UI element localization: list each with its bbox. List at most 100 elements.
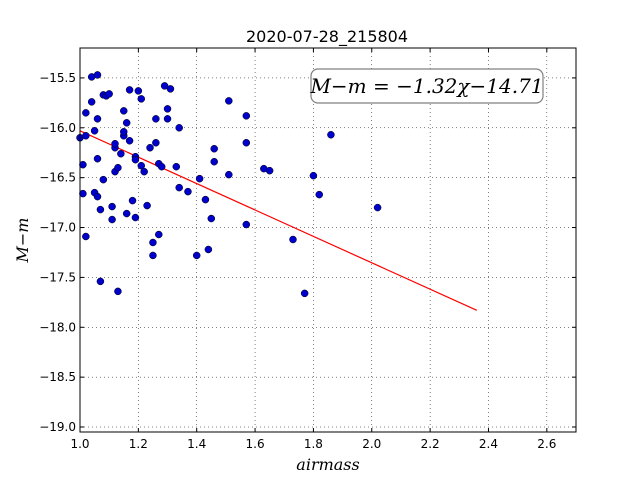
data-point xyxy=(172,162,181,171)
data-point xyxy=(225,170,233,179)
x-tick-label: 2.6 xyxy=(537,437,556,451)
data-point xyxy=(120,128,128,136)
data-point xyxy=(163,105,172,113)
y-tick-label: −15.5 xyxy=(39,71,76,85)
annotation-box xyxy=(310,68,544,104)
data-point xyxy=(79,189,87,198)
data-point xyxy=(149,251,157,260)
data-point xyxy=(108,202,116,211)
data-point xyxy=(134,87,143,95)
chart-title: 2020-07-28_215804 xyxy=(246,27,408,47)
y-tick-label: −16.0 xyxy=(39,121,76,135)
plot-frame xyxy=(79,47,577,433)
data-point xyxy=(207,214,216,223)
x-axis-label: airmass xyxy=(296,455,359,474)
y-tick-label: −19.0 xyxy=(39,420,76,434)
data-point xyxy=(131,155,140,164)
data-point xyxy=(265,166,274,175)
data-point xyxy=(160,82,169,90)
data-point xyxy=(163,115,172,123)
y-axis-label: M−m xyxy=(13,218,32,264)
data-point xyxy=(111,140,119,148)
data-point xyxy=(175,183,183,192)
data-point xyxy=(289,235,297,244)
data-point xyxy=(175,124,183,132)
data-point xyxy=(125,137,134,145)
data-point xyxy=(242,220,251,229)
x-tick-label: 1.2 xyxy=(129,437,148,451)
data-point xyxy=(122,119,131,127)
data-point xyxy=(140,167,148,176)
data-point xyxy=(114,287,122,296)
data-point xyxy=(210,144,218,153)
data-point xyxy=(152,139,160,147)
data-point xyxy=(152,115,160,123)
data-point xyxy=(225,97,233,105)
x-tick-label: 1.8 xyxy=(304,437,323,451)
data-point xyxy=(315,190,323,199)
data-point xyxy=(327,131,335,139)
data-point xyxy=(204,245,213,254)
data-point xyxy=(120,107,128,115)
x-tick-label: 1.4 xyxy=(187,437,206,451)
data-point xyxy=(93,115,102,123)
data-point xyxy=(131,213,140,222)
annotation-text: M−m = −1.32χ−14.71 xyxy=(309,74,543,98)
data-point xyxy=(146,143,154,152)
data-point xyxy=(157,162,166,171)
x-tick-label: 1.0 xyxy=(70,437,89,451)
data-point xyxy=(90,127,99,135)
data-point xyxy=(242,139,251,147)
data-point xyxy=(155,230,163,239)
data-point xyxy=(128,196,137,205)
y-tick-label: −16.5 xyxy=(39,171,76,185)
x-tick-label: 2.4 xyxy=(479,437,498,451)
data-point xyxy=(201,195,210,204)
fit-line-group xyxy=(79,130,478,311)
grid xyxy=(79,48,576,432)
data-point xyxy=(108,215,116,224)
data-point xyxy=(125,86,134,94)
y-tick-label: −18.0 xyxy=(39,320,76,334)
axis-ticks: 1.0 1.2 1.4 1.6 1.8 2.0 2.2 2.4 2.6 −15.5 −16.0 −16… xyxy=(39,48,576,451)
data-point xyxy=(149,238,157,247)
data-point xyxy=(309,171,318,180)
plot-area xyxy=(80,48,576,432)
data-point xyxy=(300,289,309,298)
x-tick-label: 2.2 xyxy=(421,437,440,451)
data-point xyxy=(114,163,122,172)
y-tick-label: −18.5 xyxy=(39,370,76,384)
y-tick-label: −17.5 xyxy=(39,270,76,284)
fit-line xyxy=(79,130,478,311)
data-point xyxy=(87,98,96,106)
data-point xyxy=(99,175,108,184)
data-point xyxy=(96,205,105,214)
data-point xyxy=(105,90,113,98)
data-points xyxy=(76,71,382,298)
data-point xyxy=(82,109,90,117)
data-point xyxy=(210,157,218,166)
equation-annotation: M−m = −1.32χ−14.71 xyxy=(309,68,544,104)
data-point xyxy=(117,149,125,158)
data-point xyxy=(137,95,146,103)
data-point xyxy=(184,187,192,196)
x-tick-label: 2.0 xyxy=(362,437,381,451)
data-point xyxy=(166,85,175,93)
data-point xyxy=(373,203,382,212)
data-point xyxy=(192,251,201,260)
x-tick-label: 1.6 xyxy=(246,437,265,451)
data-point xyxy=(82,132,90,140)
data-point xyxy=(96,277,105,286)
data-point xyxy=(242,112,251,120)
data-point xyxy=(93,192,102,201)
data-point xyxy=(79,160,87,169)
data-point xyxy=(137,161,146,170)
y-tick-label: −17.0 xyxy=(39,221,76,235)
data-point xyxy=(143,201,151,210)
data-point xyxy=(93,154,102,163)
data-point xyxy=(122,209,131,218)
data-point xyxy=(195,174,204,183)
data-point xyxy=(93,71,102,79)
data-point xyxy=(82,232,90,241)
